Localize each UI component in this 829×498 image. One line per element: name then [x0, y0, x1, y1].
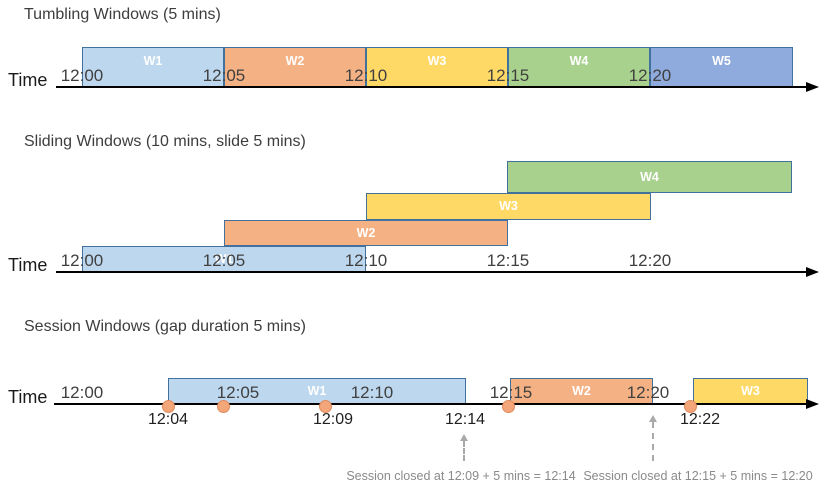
window-bar-tumbling-w5: W5 — [650, 47, 793, 87]
tick-label-session-0: 12:00 — [60, 383, 104, 402]
event-time-label-0: 12:04 — [147, 411, 189, 428]
tick-label-sliding-0: 12:00 — [60, 251, 104, 270]
window-bar-sliding-w2: W2 — [224, 220, 508, 246]
window-label: W3 — [741, 383, 760, 398]
window-bar-sliding-w1: W1 — [82, 246, 366, 272]
window-label: W2 — [285, 54, 305, 68]
window-label: W5 — [712, 54, 731, 68]
window-label: W1 — [307, 383, 327, 398]
time-axis-caption-session: Time — [8, 387, 48, 407]
window-label: W4 — [640, 169, 659, 184]
arrow-dashed-line — [463, 441, 465, 461]
annotation-dashed-arrow-icon-1 — [649, 415, 657, 461]
window-bar-tumbling-w1: W1 — [82, 47, 224, 87]
section-title-session: Session Windows (gap duration 5 mins) — [24, 318, 306, 335]
tick-label-tumbling-2: 12:10 — [344, 66, 388, 85]
event-dot-0 — [162, 400, 175, 413]
event-dot-1 — [217, 400, 230, 413]
event-dot-2 — [319, 400, 332, 413]
axis-arrowhead-icon-sliding — [806, 267, 819, 277]
section-title-sliding: Sliding Windows (10 mins, slide 5 mins) — [24, 133, 306, 150]
axis-arrowhead-icon-session — [806, 399, 819, 409]
window-label: W4 — [569, 54, 589, 68]
axis-arrowhead-icon-tumbling — [806, 82, 819, 92]
tick-label-sliding-3: 12:15 — [486, 251, 530, 270]
section-title-tumbling: Tumbling Windows (5 mins) — [24, 6, 221, 23]
tick-label-sliding-4: 12:20 — [628, 251, 672, 270]
time-axis-sliding — [56, 271, 807, 273]
arrow-dashed-line — [652, 422, 654, 461]
tick-label-sliding-1: 12:05 — [202, 251, 246, 270]
window-bar-sliding-w3: W3 — [366, 193, 651, 220]
window-bar-session-w3: W3 — [693, 378, 808, 404]
tick-label-tumbling-4: 12:20 — [628, 66, 672, 85]
tick-label-tumbling-1: 12:05 — [202, 66, 246, 85]
annotation-text-0: Session closed at 12:09 + 5 mins = 12:14 — [346, 469, 576, 483]
event-dot-4 — [684, 400, 697, 413]
window-label: W3 — [499, 199, 518, 214]
time-axis-caption-sliding: Time — [8, 255, 48, 275]
tick-label-session-1: 12:05 — [216, 383, 260, 402]
tick-label-session-4: 12:20 — [626, 383, 670, 402]
window-label: W3 — [427, 54, 447, 68]
tick-label-session-3: 12:15 — [489, 383, 533, 402]
time-axis-caption-tumbling: Time — [8, 70, 48, 90]
time-axis-session — [54, 403, 807, 405]
arrow-up-head-icon — [649, 415, 657, 422]
annotation-dashed-arrow-icon-0 — [460, 434, 468, 461]
event-time-label-2: 12:14 — [444, 411, 486, 428]
window-bar-sliding-w4: W4 — [507, 161, 792, 193]
event-dot-3 — [502, 400, 515, 413]
arrow-up-head-icon — [460, 434, 468, 441]
tick-label-session-2: 12:10 — [350, 383, 394, 402]
window-bar-session-w2: W2 — [510, 378, 653, 404]
window-bar-session-w1: W1 — [168, 378, 466, 404]
tick-label-sliding-2: 12:10 — [344, 251, 388, 270]
annotation-text-1: Session closed at 12:15 + 5 mins = 12:20 — [583, 469, 813, 483]
window-label: W2 — [572, 383, 591, 398]
event-time-label-3: 12:22 — [679, 411, 721, 428]
tick-label-tumbling-3: 12:15 — [486, 66, 530, 85]
window-label: W1 — [214, 251, 234, 266]
tick-label-tumbling-0: 12:00 — [60, 66, 104, 85]
window-label: W2 — [356, 225, 376, 240]
window-label: W1 — [143, 54, 163, 68]
window-bar-tumbling-w3: W3 — [366, 47, 508, 87]
time-axis-tumbling — [56, 86, 807, 88]
event-time-label-1: 12:09 — [312, 411, 354, 428]
